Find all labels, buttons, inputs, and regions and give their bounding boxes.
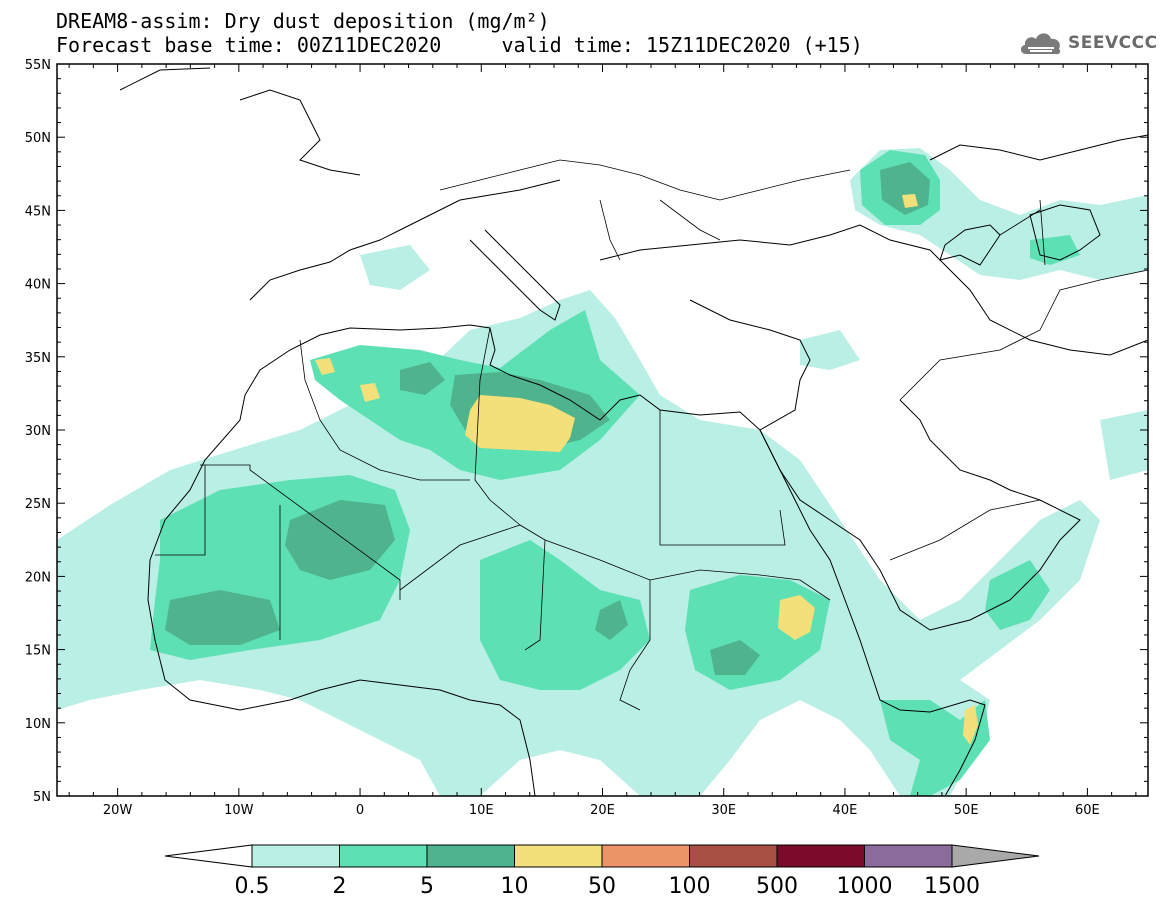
colorbar-legend: 0.5 2 5 10 50 100 500 1000 1500	[164, 844, 1040, 899]
colorbar-label: 10	[501, 874, 529, 899]
colorbar-high-triangle	[951, 844, 1040, 868]
colorbar-label: 1000	[837, 874, 893, 899]
colorbar-swatch	[514, 844, 603, 868]
lat-tick-label: 5N	[33, 790, 51, 805]
colorbar-swatch	[339, 844, 428, 868]
lat-tick-label: 25N	[25, 497, 51, 512]
colorbar-label: 100	[669, 874, 711, 899]
dust-fields	[57, 148, 1148, 796]
colorbar-swatch	[251, 844, 340, 868]
colorbar-swatch	[689, 844, 778, 868]
axis-ticks	[57, 63, 1148, 797]
lon-tick-label: 10E	[469, 803, 494, 818]
lat-tick-label: 20N	[25, 570, 51, 585]
lon-tick-label: 20W	[103, 803, 133, 818]
colorbar-label: 1500	[924, 874, 980, 899]
lat-tick-label: 10N	[25, 717, 51, 732]
lon-tick-label: 10W	[224, 803, 254, 818]
dust-field-light	[57, 148, 1148, 796]
lon-tick-label: 60E	[1075, 803, 1100, 818]
lat-tick-label: 55N	[25, 58, 51, 73]
dust-field-yellow	[315, 194, 978, 745]
lat-tick-label: 45N	[25, 204, 51, 219]
map-title: DREAM8-assim: Dry dust deposition (mg/m²…	[56, 9, 550, 33]
lon-tick-label: 20E	[590, 803, 615, 818]
lat-tick-label: 40N	[25, 278, 51, 293]
lon-tick-label: 0	[356, 803, 364, 818]
lat-tick-label: 30N	[25, 424, 51, 439]
colorbar-swatch	[426, 844, 515, 868]
forecast-time-subtitle: Forecast base time: 00Z11DEC2020 valid t…	[56, 33, 863, 57]
lon-tick-label: 30E	[711, 803, 736, 818]
lon-tick-label: 50E	[954, 803, 979, 818]
colorbar-label: 2	[333, 874, 347, 899]
colorbar-swatch	[864, 844, 953, 868]
lat-tick-label: 50N	[25, 131, 51, 146]
country-borders	[155, 159, 1148, 711]
colorbar-label: 50	[588, 874, 616, 899]
colorbar-label: 500	[756, 874, 798, 899]
logo-text: SEEVCCC	[1068, 33, 1158, 53]
lat-tick-label: 35N	[25, 351, 51, 366]
lat-tick-label: 15N	[25, 644, 51, 659]
colorbar-label: 5	[420, 874, 434, 899]
coastlines	[119, 67, 1148, 796]
cloud-logo-icon	[1020, 33, 1061, 55]
colorbar-swatch	[776, 844, 865, 868]
colorbar-label: 0.5	[235, 874, 270, 899]
axis-tick-labels: 20W 10W 0 10E 20E 30E 40E 50E 60E 55N 50N 45N 40N 35N…	[25, 58, 1100, 818]
colorbar-low-triangle	[164, 844, 253, 868]
seevccc-logo: SEEVCCC	[1018, 26, 1158, 60]
colorbar-swatch	[601, 844, 690, 868]
lon-tick-label: 40E	[833, 803, 858, 818]
